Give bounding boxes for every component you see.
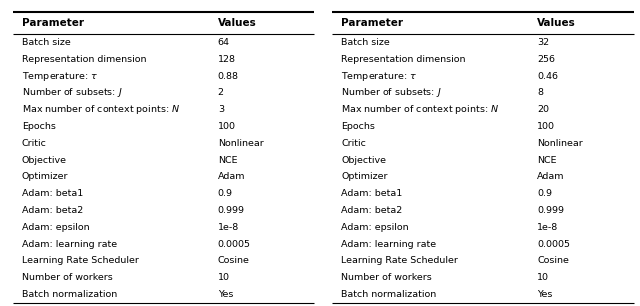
Text: Adam: epsilon: Adam: epsilon (341, 223, 409, 232)
Text: Number of workers: Number of workers (341, 273, 432, 282)
Text: Critic: Critic (341, 139, 366, 148)
Text: Nonlinear: Nonlinear (218, 139, 264, 148)
Text: Temperature: $\tau$: Temperature: $\tau$ (22, 69, 98, 83)
Text: Parameter: Parameter (341, 18, 403, 28)
Text: Adam: learning rate: Adam: learning rate (341, 240, 436, 249)
Text: Temperature: $\tau$: Temperature: $\tau$ (341, 69, 417, 83)
Text: Representation dimension: Representation dimension (341, 55, 466, 64)
Text: Representation dimension: Representation dimension (22, 55, 147, 64)
Text: Batch normalization: Batch normalization (22, 290, 117, 299)
Text: Yes: Yes (218, 290, 233, 299)
Text: Adam: beta1: Adam: beta1 (341, 189, 403, 198)
Text: 0.0005: 0.0005 (537, 240, 570, 249)
Text: 0.999: 0.999 (537, 206, 564, 215)
Text: Batch size: Batch size (22, 38, 70, 47)
Text: Cosine: Cosine (537, 256, 569, 265)
Text: 32: 32 (537, 38, 549, 47)
Text: Yes: Yes (537, 290, 552, 299)
Text: Max number of context points: $N$: Max number of context points: $N$ (22, 103, 180, 116)
Text: Batch size: Batch size (341, 38, 390, 47)
Text: 0.9: 0.9 (537, 189, 552, 198)
Text: Adam: beta1: Adam: beta1 (22, 189, 83, 198)
Text: Number of workers: Number of workers (22, 273, 113, 282)
Text: 1e-8: 1e-8 (218, 223, 239, 232)
Text: Parameter: Parameter (22, 18, 84, 28)
Text: 128: 128 (218, 55, 236, 64)
Text: 1e-8: 1e-8 (537, 223, 559, 232)
Text: 2: 2 (218, 88, 224, 97)
Text: 20: 20 (537, 105, 549, 114)
Text: Number of subsets: $J$: Number of subsets: $J$ (341, 86, 442, 99)
Text: Max number of context points: $N$: Max number of context points: $N$ (341, 103, 499, 116)
Text: Learning Rate Scheduler: Learning Rate Scheduler (341, 256, 458, 265)
Text: Epochs: Epochs (22, 122, 56, 131)
Text: NCE: NCE (218, 156, 237, 165)
Text: Optimizer: Optimizer (341, 172, 388, 181)
Text: Values: Values (218, 18, 257, 28)
Text: Adam: Adam (537, 172, 564, 181)
Text: Adam: learning rate: Adam: learning rate (22, 240, 117, 249)
Text: 100: 100 (537, 122, 555, 131)
Text: Number of subsets: $J$: Number of subsets: $J$ (22, 86, 122, 99)
Text: 10: 10 (537, 273, 549, 282)
Text: 0.0005: 0.0005 (218, 240, 251, 249)
Text: 0.999: 0.999 (218, 206, 244, 215)
Text: 10: 10 (218, 273, 230, 282)
Text: Values: Values (537, 18, 576, 28)
Text: Objective: Objective (22, 156, 67, 165)
Text: 0.46: 0.46 (537, 72, 558, 80)
Text: NCE: NCE (537, 156, 557, 165)
Text: Critic: Critic (22, 139, 47, 148)
Text: 64: 64 (218, 38, 230, 47)
Text: Adam: epsilon: Adam: epsilon (22, 223, 90, 232)
Text: Adam: beta2: Adam: beta2 (341, 206, 403, 215)
Text: Cosine: Cosine (218, 256, 250, 265)
Text: Objective: Objective (341, 156, 387, 165)
Text: Adam: Adam (218, 172, 245, 181)
Text: 256: 256 (537, 55, 555, 64)
Text: Adam: beta2: Adam: beta2 (22, 206, 83, 215)
Text: Nonlinear: Nonlinear (537, 139, 583, 148)
Text: Learning Rate Scheduler: Learning Rate Scheduler (22, 256, 139, 265)
Text: 3: 3 (218, 105, 224, 114)
Text: 0.9: 0.9 (218, 189, 233, 198)
Text: Epochs: Epochs (341, 122, 375, 131)
Text: 8: 8 (537, 88, 543, 97)
Text: Batch normalization: Batch normalization (341, 290, 436, 299)
Text: 100: 100 (218, 122, 236, 131)
Text: 0.88: 0.88 (218, 72, 239, 80)
Text: Optimizer: Optimizer (22, 172, 68, 181)
